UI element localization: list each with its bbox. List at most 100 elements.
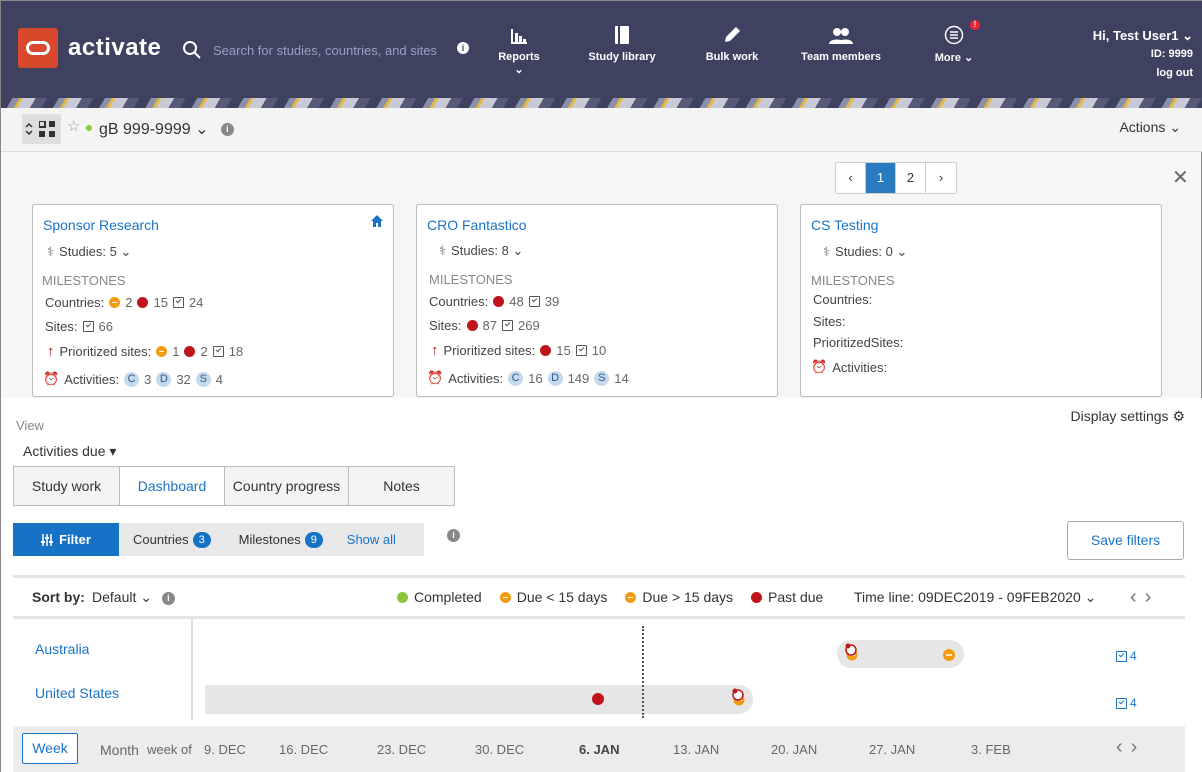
legend-completed: Completed bbox=[397, 589, 482, 605]
calendar-check-icon bbox=[1116, 697, 1127, 709]
org-name-link[interactable]: Sponsor Research bbox=[43, 217, 159, 233]
filter-button[interactable]: Filter bbox=[13, 523, 119, 556]
nav-team-members[interactable]: Team members bbox=[800, 23, 882, 63]
sort-dropdown[interactable]: Default ⌄ i bbox=[92, 589, 175, 606]
prioritized-due-soon[interactable]: 1 bbox=[172, 344, 180, 359]
countries-past-due[interactable]: 15 bbox=[153, 295, 168, 310]
due-later-dot-icon bbox=[625, 591, 637, 603]
pager-page-2[interactable]: 2 bbox=[896, 163, 926, 193]
milestones-filter-chip[interactable]: Milestones 9 bbox=[225, 523, 337, 556]
activities-c[interactable]: 16 bbox=[528, 370, 543, 386]
studies-dropdown[interactable]: ⚕ Studies: 0 ⌄ bbox=[823, 244, 907, 260]
milestone-due-later-icon[interactable] bbox=[942, 648, 956, 662]
filter-info-icon[interactable]: i bbox=[447, 529, 460, 542]
sites-past-due[interactable]: 87 bbox=[482, 318, 497, 333]
view-selector[interactable]: Activities due ▾ bbox=[23, 443, 117, 459]
pager-prev[interactable]: ‹ bbox=[836, 163, 866, 193]
past-due-dot-icon bbox=[466, 320, 478, 331]
timeline-bar[interactable] bbox=[837, 640, 964, 668]
org-card: CS Testing ⚕ Studies: 0 ⌄ MILESTONES Cou… bbox=[800, 204, 1162, 397]
prioritized-past-due[interactable]: 15 bbox=[556, 343, 571, 358]
today-marker bbox=[642, 626, 644, 718]
activities-c[interactable]: 3 bbox=[144, 371, 152, 387]
australia-count[interactable]: 4 bbox=[1116, 649, 1137, 663]
view-toggle-button[interactable] bbox=[22, 114, 61, 144]
chevron-right-icon[interactable]: › bbox=[1144, 586, 1160, 608]
countries-row: Countries: 48 39 bbox=[429, 294, 559, 309]
studies-dropdown[interactable]: ⚕ Studies: 5 ⌄ bbox=[47, 244, 131, 260]
studies-count: Studies: 5 ⌄ bbox=[59, 244, 132, 259]
nav-study-library[interactable]: Study library bbox=[588, 23, 656, 63]
save-filters-button[interactable]: Save filters bbox=[1067, 521, 1184, 560]
tab-dashboard[interactable]: Dashboard bbox=[120, 467, 225, 505]
actions-menu[interactable]: Actions ⌄ bbox=[1119, 119, 1181, 135]
nav-more[interactable]: ! More ⌄ bbox=[934, 20, 980, 64]
milestone-past-due-icon[interactable] bbox=[591, 692, 605, 706]
display-settings-button[interactable]: Display settings ⚙ bbox=[1071, 408, 1186, 425]
activities-s[interactable]: 4 bbox=[215, 371, 224, 387]
tab-study-work[interactable]: Study work bbox=[14, 467, 120, 505]
org-name-link[interactable]: CRO Fantastico bbox=[427, 217, 527, 233]
tab-country-progress[interactable]: Country progress bbox=[225, 467, 349, 505]
due-soon-dot-icon bbox=[499, 591, 511, 603]
timeline-bar[interactable] bbox=[205, 685, 753, 714]
country-link-australia[interactable]: Australia bbox=[35, 641, 90, 657]
nav-team-members-label: Team members bbox=[801, 51, 881, 63]
countries-total[interactable]: 39 bbox=[544, 294, 560, 309]
united-states-count[interactable]: 4 bbox=[1116, 696, 1137, 710]
united-states-count-value: 4 bbox=[1130, 696, 1137, 710]
chevron-left-icon[interactable]: ‹ bbox=[1130, 586, 1145, 608]
study-selector[interactable]: gB 999-9999 ⌄ i bbox=[99, 119, 234, 139]
favorite-star-icon[interactable]: ☆ bbox=[67, 118, 81, 135]
search-input[interactable] bbox=[213, 39, 458, 61]
show-all-link[interactable]: Show all bbox=[346, 532, 396, 547]
sort-info-icon[interactable]: i bbox=[161, 591, 175, 605]
calendar-check-icon bbox=[82, 321, 94, 332]
studies-dropdown[interactable]: ⚕ Studies: 8 ⌄ bbox=[439, 243, 523, 259]
dashboard-panel: View Activities due ▾ Display settings ⚙… bbox=[1, 398, 1202, 772]
prioritized-past-due[interactable]: 2 bbox=[200, 344, 208, 359]
countries-filter-chip[interactable]: Countries 3 bbox=[119, 523, 225, 556]
search-info-icon[interactable]: i bbox=[457, 42, 469, 54]
timescale-bar: Week Month week of 9. DEC 16. DEC 23. DE… bbox=[13, 726, 1185, 772]
activities-d[interactable]: 149 bbox=[567, 370, 590, 386]
pager-page-1[interactable]: 1 bbox=[866, 163, 896, 193]
user-menu[interactable]: Hi, Test User1 ⌄ ID: 9999 log out bbox=[1093, 26, 1193, 83]
sites-total[interactable]: 66 bbox=[98, 319, 113, 334]
prioritized-total[interactable]: 18 bbox=[228, 344, 244, 359]
countries-total[interactable]: 24 bbox=[188, 295, 204, 310]
calendar-check-icon bbox=[212, 346, 224, 357]
logout-link[interactable]: log out bbox=[1156, 67, 1193, 79]
oracle-logo-icon[interactable] bbox=[18, 28, 58, 68]
chevron-right-icon[interactable]: › bbox=[1130, 736, 1146, 758]
nav-bulk-work[interactable]: Bulk work bbox=[705, 23, 759, 63]
activities-d[interactable]: 32 bbox=[176, 371, 191, 387]
study-info-icon[interactable]: i bbox=[220, 123, 234, 137]
legend-completed-label: Completed bbox=[414, 589, 482, 605]
org-name-link[interactable]: CS Testing bbox=[811, 217, 879, 233]
decorative-banner bbox=[1, 98, 1202, 108]
calendar-check-icon bbox=[1116, 650, 1127, 662]
search-icon[interactable] bbox=[181, 39, 203, 61]
activities-s[interactable]: 14 bbox=[614, 370, 629, 386]
home-icon bbox=[371, 215, 383, 227]
month-scale-button[interactable]: Month bbox=[100, 742, 139, 758]
sites-total[interactable]: 269 bbox=[517, 318, 540, 333]
country-link-united-states[interactable]: United States bbox=[35, 685, 120, 701]
chevron-left-icon[interactable]: ‹ bbox=[1116, 736, 1131, 758]
close-icon[interactable]: ✕ bbox=[1172, 167, 1189, 189]
timeline-selector[interactable]: Time line: 09DEC2019 - 09FEB2020 ⌄ bbox=[854, 589, 1096, 606]
week-scale-button[interactable]: Week bbox=[22, 733, 78, 764]
activities-label: Activities: bbox=[64, 371, 120, 387]
prioritized-total[interactable]: 10 bbox=[591, 343, 607, 358]
pager-next[interactable]: › bbox=[938, 170, 944, 185]
user-greeting[interactable]: Hi, Test User1 ⌄ bbox=[1092, 28, 1193, 43]
nav-study-library-label: Study library bbox=[588, 51, 656, 63]
tab-notes[interactable]: Notes bbox=[349, 467, 454, 505]
countries-due-soon[interactable]: 2 bbox=[125, 295, 133, 310]
countries-past-due[interactable]: 48 bbox=[509, 294, 524, 309]
bar-chart-icon bbox=[511, 29, 527, 44]
nav-reports[interactable]: Reports ⌄ bbox=[493, 23, 545, 76]
milestone-due-soon-icon[interactable] bbox=[843, 642, 861, 664]
milestone-due-soon-icon[interactable] bbox=[730, 687, 748, 709]
